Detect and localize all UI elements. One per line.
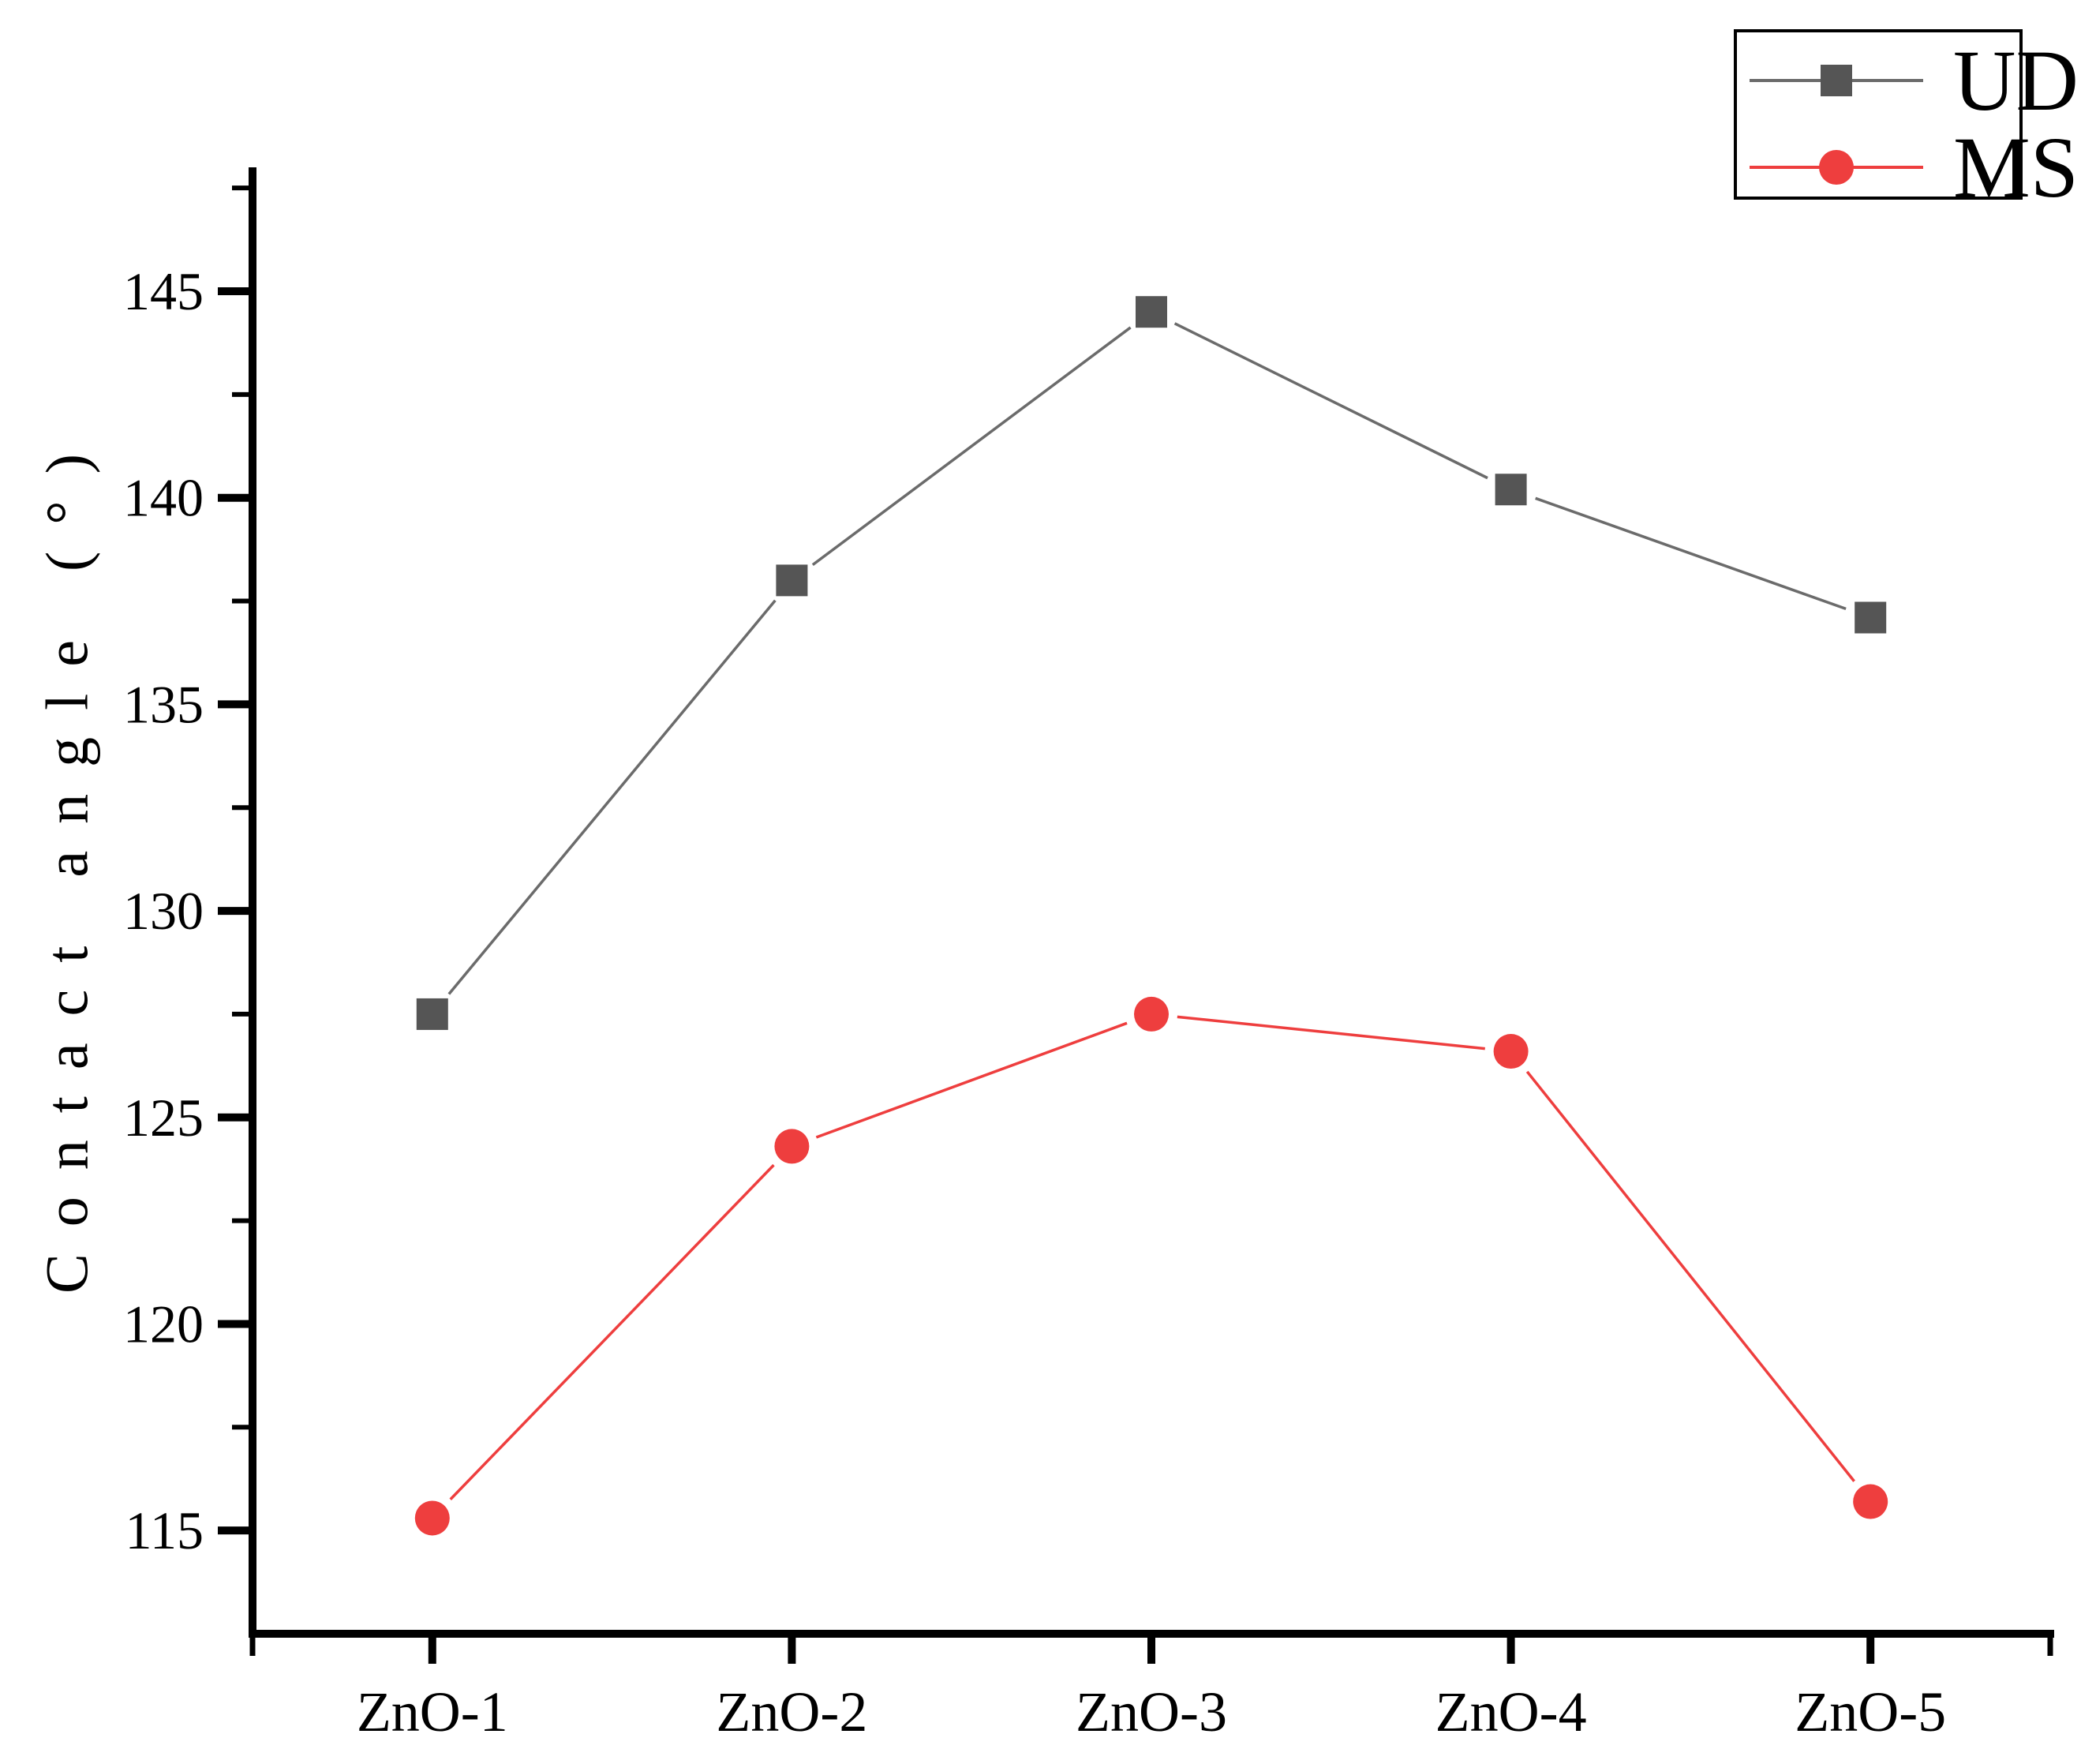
data-point-ms-zno-3 <box>1134 996 1169 1032</box>
data-point-ms-zno-5 <box>1853 1484 1888 1519</box>
x-axis-tick-label: ZnO-2 <box>716 1680 867 1743</box>
legend: UD MS <box>1734 29 2079 211</box>
data-point-ud-zno-5 <box>1855 601 1887 634</box>
y-axis-tick-label: 130 <box>123 881 204 941</box>
y-axis-tick-label: 135 <box>123 674 204 734</box>
series-ms-segment <box>815 1021 1128 1139</box>
y-axis-tick-label: 145 <box>123 261 204 321</box>
data-point-ms-zno-1 <box>414 1500 450 1536</box>
legend-key-ud <box>1750 55 1923 106</box>
x-axis-tick-label: ZnO-1 <box>357 1680 508 1743</box>
data-point-ms-zno-4 <box>1493 1034 1529 1069</box>
data-point-ms-zno-2 <box>774 1129 810 1164</box>
y-axis-tick-label: 125 <box>123 1088 204 1148</box>
x-axis-tick-label: ZnO-3 <box>1076 1680 1227 1743</box>
series-ud-segment <box>447 599 777 995</box>
y-axis-tick-label: 120 <box>123 1294 204 1354</box>
series-ud-segment <box>1173 322 1488 480</box>
data-point-ud-zno-3 <box>1136 296 1167 328</box>
x-axis-tick-label: ZnO-5 <box>1795 1680 1946 1743</box>
data-point-ud-zno-2 <box>776 564 808 597</box>
data-point-ud-zno-1 <box>416 998 448 1030</box>
legend-label-ud: UD <box>1953 32 2079 129</box>
series-ms-segment <box>1525 1070 1855 1482</box>
legend-item-ms: MS <box>1750 124 2079 211</box>
legend-item-ud: UD <box>1750 37 2079 124</box>
series-ms-segment <box>1177 1015 1485 1051</box>
series-ms-segment <box>449 1163 775 1500</box>
legend-circle-marker-icon <box>1819 150 1854 185</box>
x-axis-tick-label: ZnO-4 <box>1435 1680 1587 1743</box>
y-axis-tick-label: 140 <box>123 468 204 528</box>
y-axis-tick-label: 115 <box>125 1500 204 1560</box>
series-ud-segment <box>1535 496 1847 611</box>
legend-square-marker-icon <box>1821 65 1852 96</box>
legend-label-ms: MS <box>1953 119 2079 215</box>
data-point-ud-zno-4 <box>1495 474 1527 506</box>
series-ud-segment <box>811 326 1132 567</box>
y-axis-title: Contact angle (°) <box>34 427 101 1294</box>
legend-key-ms <box>1750 142 1923 193</box>
